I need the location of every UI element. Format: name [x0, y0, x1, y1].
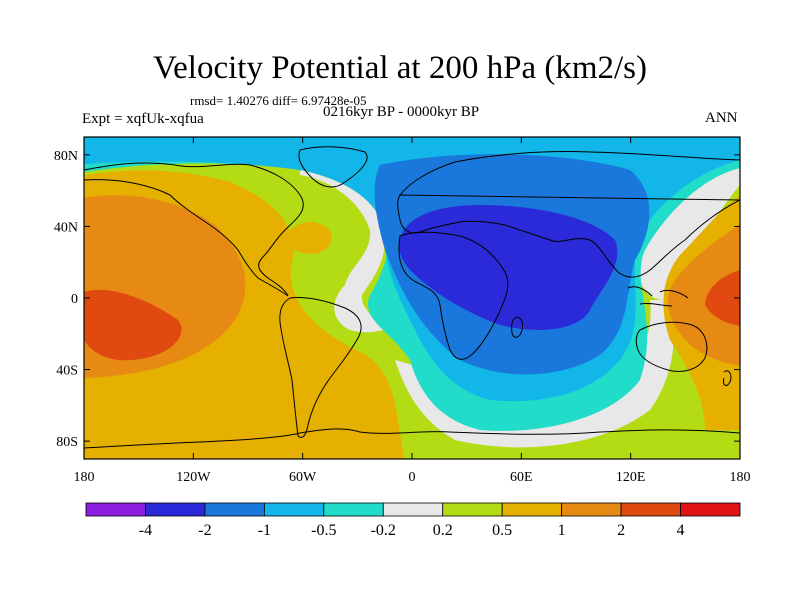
colorbar-label: 2 [617, 522, 625, 539]
season-label: ANN [705, 110, 738, 126]
contour-pos-east-2 [667, 225, 740, 365]
colorbar-label: -0.2 [371, 522, 396, 539]
colorbar-swatch [561, 502, 622, 517]
y-tick-label: 80S [56, 435, 78, 450]
colorbar-label: -2 [198, 522, 211, 539]
africa-outline [398, 231, 509, 360]
contour-near-zero-east [639, 168, 740, 300]
y-tick-label: 40N [54, 220, 78, 235]
colorbar-swatch [263, 502, 325, 517]
colorbar-swatch [204, 502, 265, 517]
north-america-outline [84, 162, 304, 297]
y-tick-label: 0 [71, 292, 78, 307]
axis-ticks: 180 120W 60W 0 60E 120E 180 80N 40N 0 40S 80S [54, 137, 751, 485]
y-tick-label: 40S [56, 364, 78, 379]
new-zealand-outline [723, 370, 732, 386]
colorbar-swatch [323, 502, 384, 517]
period-label: 0216kyr BP - 0000kyr BP [323, 104, 480, 120]
colorbar-label: 4 [677, 522, 685, 539]
south-america-outline [279, 297, 362, 439]
colorbar-label: 0.2 [433, 522, 453, 539]
colorbar-swatch [620, 502, 681, 517]
coastlines [84, 146, 740, 439]
colorbar-label: 0.5 [492, 522, 512, 539]
contour-pos-east-4 [705, 270, 740, 326]
colorbar-swatch [680, 502, 741, 517]
contour-pos-caribbean [288, 222, 332, 254]
colorbar-label: -0.5 [311, 522, 336, 539]
greenland-outline [298, 146, 368, 188]
x-tick-label: 180 [74, 470, 95, 485]
experiment-label: Expt = xqfUk-xqfua [82, 111, 204, 127]
x-tick-label: 0 [409, 470, 416, 485]
y-tick-label: 80N [54, 149, 78, 164]
colorbar-swatch [85, 502, 146, 517]
velocity-potential-field [84, 137, 740, 459]
contour-near-zero-north [300, 170, 385, 333]
madagascar-outline [511, 316, 523, 338]
x-tick-label: 180 [730, 470, 751, 485]
colorbar-swatch [145, 502, 206, 517]
colorbar-label: 1 [558, 522, 566, 539]
colorbar-swatch [382, 502, 444, 517]
colorbar: -4 -2 -1 -0.5 -0.2 0.2 0.5 1 2 4 [85, 502, 741, 539]
colorbar-label: -4 [139, 522, 152, 539]
colorbar-swatch [501, 502, 563, 517]
colorbar-swatch [442, 502, 503, 517]
eurasia-outline [397, 151, 740, 278]
australia-outline [635, 321, 708, 372]
antarctica-outline [84, 428, 740, 449]
rmsd-diff-stats: rmsd= 1.40276 diff= 6.97428e-05 [190, 93, 367, 108]
contour-pos-4 [84, 289, 182, 361]
x-tick-label: 60W [289, 470, 317, 485]
x-tick-label: 120E [616, 470, 646, 485]
maritime-continent-outline [627, 286, 689, 307]
x-tick-label: 120W [176, 470, 211, 485]
colorbar-label: -1 [258, 522, 271, 539]
chart-title: Velocity Potential at 200 hPa (km2/s) [152, 50, 648, 86]
contour-neg-2 [399, 205, 618, 330]
x-tick-label: 60E [510, 470, 533, 485]
